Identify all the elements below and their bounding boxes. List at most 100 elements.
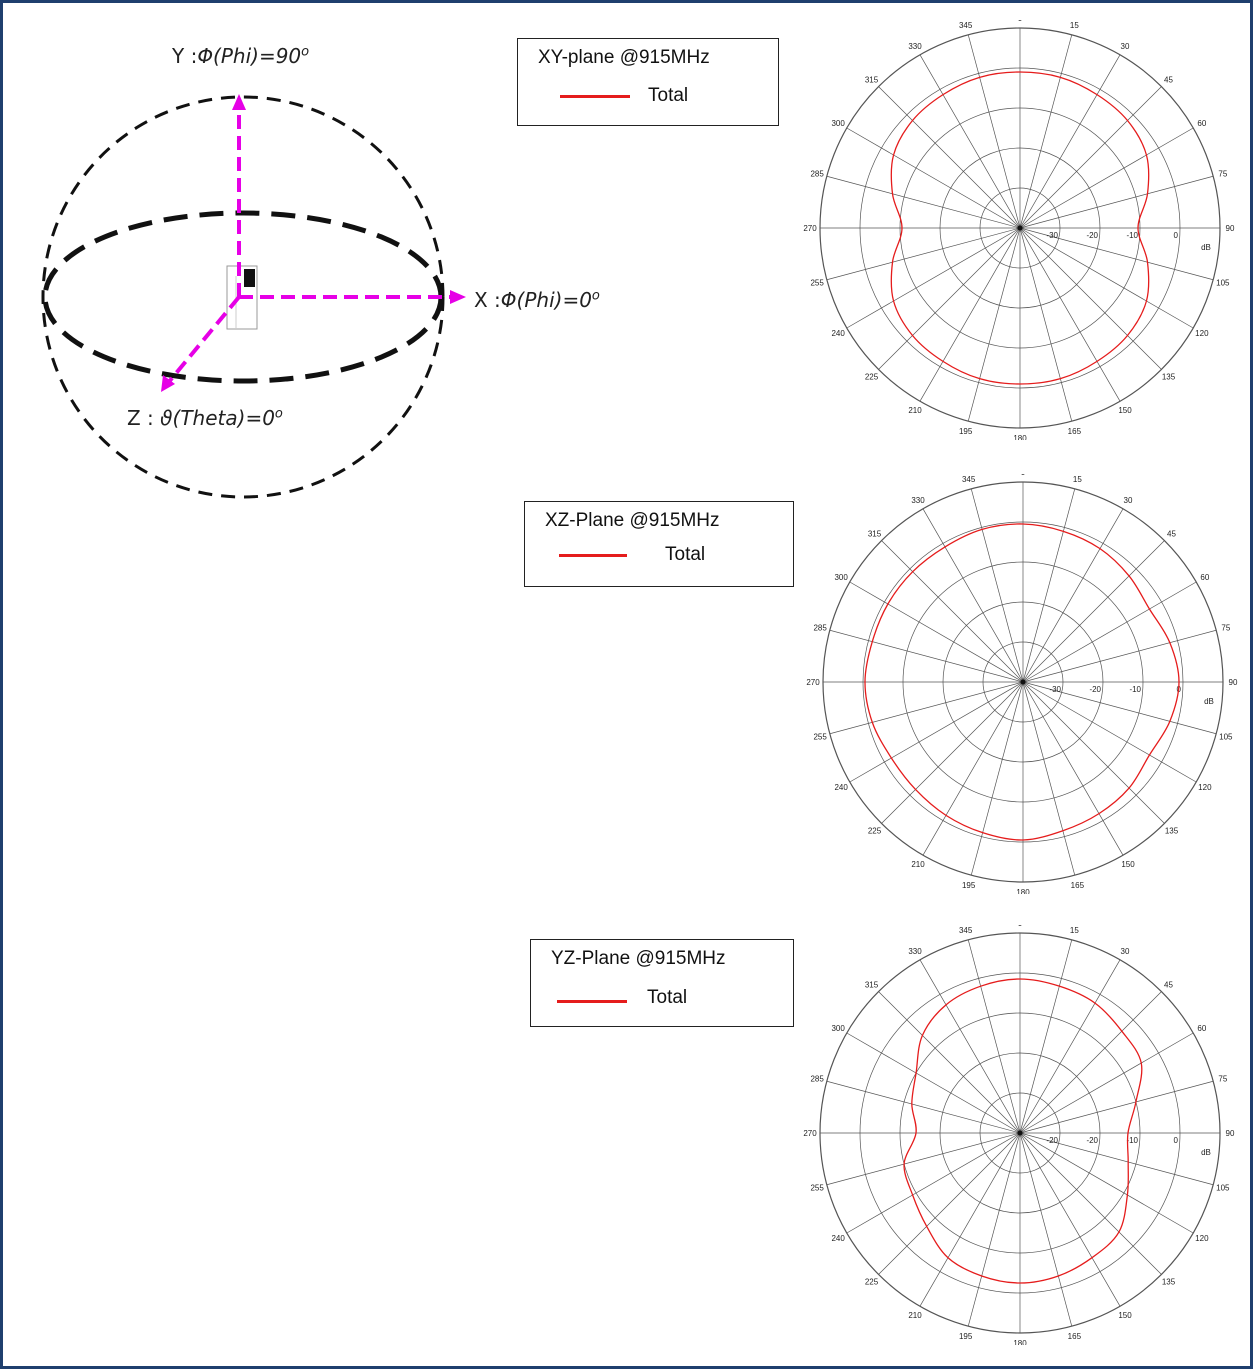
grid-spoke xyxy=(922,681,1024,856)
angle-tick-label: 315 xyxy=(865,981,879,990)
angle-tick-label: 90 xyxy=(1229,678,1238,687)
angle-tick-label: 120 xyxy=(1198,783,1212,792)
grid-spoke xyxy=(846,1132,1021,1234)
legend-xz-swatch xyxy=(559,554,627,557)
angle-tick-label: 300 xyxy=(831,119,845,128)
angle-tick-label: 150 xyxy=(1118,1311,1132,1320)
angle-tick-label: 225 xyxy=(868,826,882,835)
radial-tick-label: -20 xyxy=(1086,231,1098,240)
legend-xy-title: XY-plane @915MHz xyxy=(538,47,710,68)
grid-spoke xyxy=(1022,681,1217,735)
angle-tick-label: 45 xyxy=(1164,981,1173,990)
polar-center xyxy=(1020,679,1026,685)
angle-tick-label: 180 xyxy=(1013,1339,1027,1345)
grid-spoke xyxy=(878,991,1021,1134)
grid-spoke xyxy=(967,227,1021,422)
grid-spoke xyxy=(1019,1132,1121,1307)
grid-spoke xyxy=(829,629,1024,683)
angle-tick-label: 330 xyxy=(911,496,925,505)
polar-chart-yz: 0 15 30 45 60 75 90 105 120 135 150 165 180 195 210 225… xyxy=(803,925,1235,1345)
grid-spoke xyxy=(881,540,1024,683)
grid-spoke xyxy=(1019,1132,1194,1234)
grid-spoke xyxy=(1019,959,1121,1134)
series-line-total xyxy=(903,978,1143,1284)
polar-grid xyxy=(819,27,1221,429)
grid-spoke xyxy=(1019,1132,1162,1275)
y-axis-label: Y :Φ(Phi)=90o xyxy=(172,44,310,68)
angle-tick-label: 345 xyxy=(959,926,973,935)
angle-tick-label: 255 xyxy=(810,1183,824,1192)
grid-spoke xyxy=(1019,1080,1214,1134)
angle-tick-label: 330 xyxy=(908,42,922,51)
angle-tick-label: 210 xyxy=(908,406,922,415)
grid-spoke xyxy=(849,581,1024,683)
grid-spoke xyxy=(1019,175,1214,229)
angle-tick-label: 30 xyxy=(1121,42,1130,51)
x-axis-arrowhead xyxy=(450,290,466,304)
radial-tick-label: -10 xyxy=(1129,685,1141,694)
angle-tick-label: 165 xyxy=(1068,427,1082,436)
y-axis-arrowhead xyxy=(232,94,246,110)
angle-tick-label: 60 xyxy=(1197,119,1206,128)
legend-xy-entry: Total xyxy=(648,85,689,106)
radial-tick-label: -20 xyxy=(1046,1136,1058,1145)
grid-spoke xyxy=(1022,629,1217,683)
legend-xy-swatch xyxy=(560,95,630,98)
radial-tick-label: -20 xyxy=(1086,1136,1098,1145)
angle-tick-label: 0 xyxy=(1021,474,1026,477)
grid-spoke xyxy=(1019,34,1073,229)
grid-spoke xyxy=(967,1132,1021,1327)
radial-unit-label: dB xyxy=(1201,243,1211,252)
grid-spoke xyxy=(919,959,1021,1134)
angle-tick-label: 270 xyxy=(803,224,817,233)
angle-tick-label: 45 xyxy=(1164,76,1173,85)
angle-tick-label: 210 xyxy=(908,1311,922,1320)
series-line-total xyxy=(864,523,1180,841)
grid-spoke xyxy=(1019,86,1162,229)
device-chip xyxy=(244,269,255,287)
angle-tick-label: 90 xyxy=(1226,224,1235,233)
radial-unit-label: dB xyxy=(1201,1148,1211,1157)
angle-tick-label: 195 xyxy=(959,1332,973,1341)
polar-chart-xy: 0 15 30 45 60 75 90 105 120 135 150 165 180 195 210 225… xyxy=(803,20,1235,440)
z-axis-arrowhead xyxy=(161,375,175,392)
angle-tick-label: 345 xyxy=(959,21,973,30)
legend-xz-entry: Total xyxy=(665,544,706,565)
legend-yz: YZ-Plane @915MHz Total xyxy=(530,939,794,1027)
angle-tick-label: 150 xyxy=(1118,406,1132,415)
grid-spoke xyxy=(1019,227,1073,422)
grid-spoke xyxy=(878,1132,1021,1275)
grid-spoke xyxy=(1022,540,1165,683)
angle-tick-label: 30 xyxy=(1121,947,1130,956)
grid-spoke xyxy=(1019,991,1162,1134)
angle-tick-label: 135 xyxy=(1162,372,1176,381)
legend-xy: XY-plane @915MHz Total xyxy=(517,38,779,126)
polar-center xyxy=(1017,225,1023,231)
grid-spoke xyxy=(1022,681,1124,856)
angle-tick-label: 60 xyxy=(1197,1024,1206,1033)
grid-spoke xyxy=(1022,581,1197,683)
x-axis-label: X :Φ(Phi)=0o xyxy=(474,288,600,312)
grid-spoke xyxy=(919,227,1021,402)
grid-spoke xyxy=(878,86,1021,229)
angle-tick-label: 135 xyxy=(1162,1277,1176,1286)
angle-tick-label: 300 xyxy=(834,573,848,582)
angle-tick-label: 105 xyxy=(1219,732,1233,741)
grid-spoke xyxy=(970,488,1024,683)
grid-spoke xyxy=(881,681,1024,824)
radial-tick-label: 0 xyxy=(1174,231,1179,240)
angle-tick-label: 15 xyxy=(1073,475,1082,484)
grid-spoke xyxy=(826,175,1021,229)
angle-tick-label: 75 xyxy=(1218,170,1227,179)
grid-spoke xyxy=(1019,227,1162,370)
grid-spoke xyxy=(1019,1132,1073,1327)
grid-spoke xyxy=(1019,227,1214,281)
angle-tick-label: 225 xyxy=(865,1277,879,1286)
angle-tick-label: 90 xyxy=(1226,1129,1235,1138)
grid-spoke xyxy=(849,681,1024,783)
grid-spoke xyxy=(846,127,1021,229)
radial-tick-label: 0 xyxy=(1174,1136,1179,1145)
legend-yz-title: YZ-Plane @915MHz xyxy=(551,948,726,969)
z-axis-label: Z : ϑ(Theta)=0o xyxy=(127,406,283,430)
angle-tick-label: 165 xyxy=(1068,1332,1082,1341)
